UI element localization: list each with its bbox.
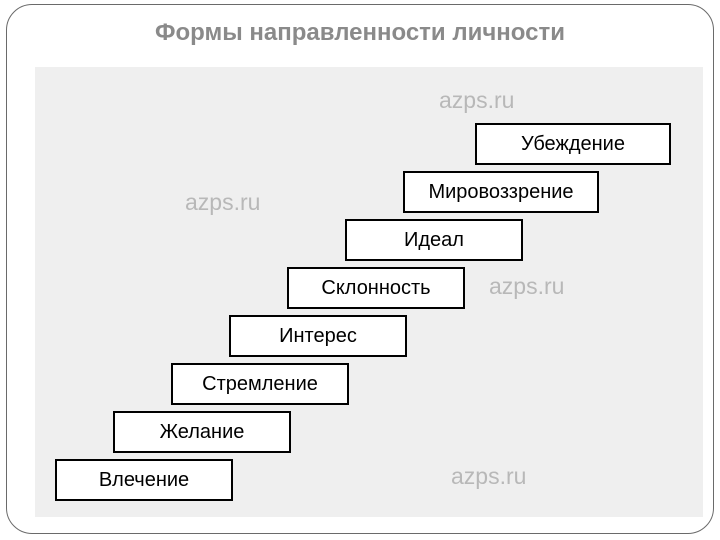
step-label: Убеждение <box>521 133 625 156</box>
staircase-step: Стремление <box>171 363 349 405</box>
watermark: azps.ru <box>489 273 564 300</box>
step-label: Идеал <box>404 229 464 252</box>
step-label: Стремление <box>202 373 318 396</box>
step-label: Желание <box>160 421 245 444</box>
staircase-step: Интерес <box>229 315 407 357</box>
staircase-step: Убеждение <box>475 123 671 165</box>
watermark: azps.ru <box>185 189 260 216</box>
diagram-canvas: azps.ru azps.ru azps.ru azps.ru Влечение Жела… <box>35 67 703 517</box>
staircase-step: Склонность <box>287 267 465 309</box>
step-label: Влечение <box>99 469 189 492</box>
watermark: azps.ru <box>439 87 514 114</box>
staircase-step: Желание <box>113 411 291 453</box>
step-label: Мировоззрение <box>428 181 573 204</box>
step-label: Склонность <box>321 277 430 300</box>
staircase-step: Мировоззрение <box>403 171 599 213</box>
diagram-title: Формы направленности личности <box>7 19 713 47</box>
staircase-step: Влечение <box>55 459 233 501</box>
step-label: Интерес <box>279 325 357 348</box>
staircase-step: Идеал <box>345 219 523 261</box>
watermark: azps.ru <box>451 463 526 490</box>
diagram-frame: Формы направленности личности azps.ruazp… <box>6 4 714 534</box>
